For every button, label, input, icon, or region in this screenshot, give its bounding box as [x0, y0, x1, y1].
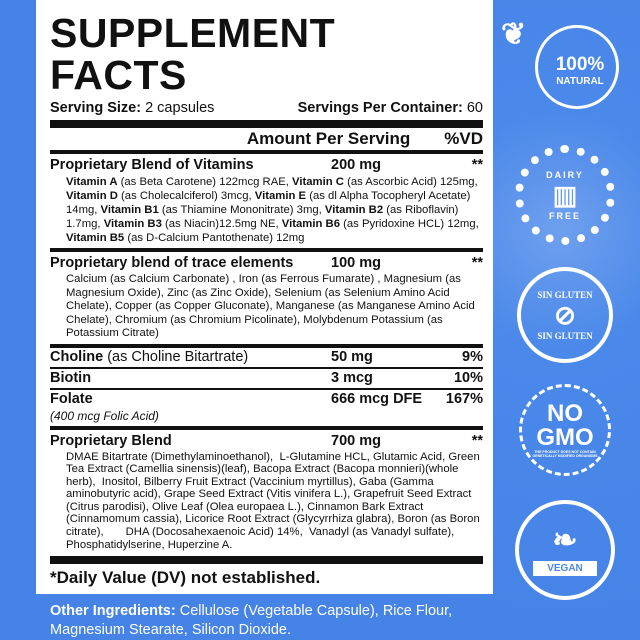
supplement-facts-panel: SUPPLEMENT FACTS Serving Size: 2 capsule…: [36, 0, 493, 595]
amount: 3 mcg: [331, 369, 373, 386]
divider: [50, 387, 483, 390]
dv: **: [471, 157, 483, 173]
dv: **: [471, 432, 483, 449]
vitamin-name: Vitamin A: [66, 176, 118, 188]
name: Biotin: [50, 369, 92, 386]
vitamin-detail: (as Thiamine Mononitrate) 3mg,: [158, 204, 325, 216]
vitamin-detail: (as Pyridoxine HCL) 12mg,: [339, 218, 479, 230]
label-column: SUPPLEMENT FACTS Serving Size: 2 capsule…: [36, 0, 493, 640]
dairy-free-badge: DAIRY ▥ FREE: [515, 145, 615, 245]
amount: 100 mg: [331, 255, 381, 271]
daily-value-note: *Daily Value (DV) not established.: [50, 568, 321, 588]
name: Choline: [50, 348, 104, 365]
vitamin-name: Vitamin B2: [324, 204, 384, 216]
divider: [50, 343, 483, 348]
serving-size: 2 capsules: [145, 100, 215, 116]
divider: [50, 425, 483, 430]
detail: (as Choline Bitartrate): [103, 348, 249, 365]
vitamin-name: Vitamin B5: [66, 232, 125, 244]
divider: [50, 248, 483, 252]
vitamin-detail: (as D-Calcium Pantothenate) 12mg: [124, 232, 305, 244]
choline-row: Choline (as Choline Bitartrate) 50 mg 9%: [50, 348, 483, 367]
name: Folate: [50, 390, 93, 407]
gluten-free-badge: SIN GLUTEN ⊘ SIN GLUTEN: [515, 265, 615, 365]
other-label: Other Ingredients:: [50, 603, 176, 620]
vegan-badge: ❧ VEGAN: [515, 500, 615, 600]
dv-label: %VD: [444, 129, 483, 148]
divider: [50, 366, 483, 369]
vitamin-detail: (as Beta Carotene) 122mcg RAE,: [117, 176, 293, 188]
vitamin-detail: (as Riboflavin) 1.7mg,: [66, 204, 459, 230]
vitamin-name: Vitamin C: [292, 176, 344, 188]
dv: 10%: [453, 369, 483, 386]
amount: 200 mg: [331, 157, 381, 173]
amount-label: Amount Per Serving: [246, 129, 411, 148]
vitamin-detail: (as dl Alpha Tocopheryl Acetate) 14mg,: [66, 190, 471, 216]
blend-list: DMAE Bitartrate (Dimethylaminoethanol), …: [66, 450, 483, 551]
other-text: Cellulose (Vegetable Capsule), Rice Flou…: [50, 603, 453, 639]
amount: 700 mg: [331, 432, 381, 449]
vitamin-name: Vitamin D: [66, 190, 118, 202]
name: Proprietary blend of trace elements: [50, 255, 294, 271]
natural-badge: ❦ 100% NATURAL: [501, 20, 619, 120]
amount: 50 mg: [331, 348, 373, 365]
other-ingredients: Other Ingredients: Cellulose (Vegetable …: [50, 602, 470, 640]
vitamin-name: Vitamin B3: [103, 218, 162, 230]
dv: 167%: [445, 390, 483, 407]
vitamin-detail: (as Ascorbic Acid) 125mg,: [343, 176, 478, 188]
biotin-row: Biotin 3 mcg 10%: [50, 369, 483, 388]
title: SUPPLEMENT FACTS: [50, 10, 336, 98]
no-gmo-badge: NO GMO THE PRODUCT DOES NOT CONTAIN GENE…: [515, 380, 615, 480]
servings-label: Servings Per Container:: [297, 100, 463, 116]
trace-list: Calcium (as Calcium Carbonate) , Iron (a…: [66, 273, 475, 339]
serving-size-label: Serving Size:: [50, 100, 142, 116]
divider: [50, 150, 483, 154]
serving-info: Serving Size: 2 capsules Servings Per Co…: [50, 100, 483, 116]
vitamins-list: Vitamin A (as Beta Carotene) 122mcg RAE,…: [50, 175, 483, 248]
divider: [50, 120, 483, 128]
vitamins-row: Proprietary Blend of Vitamins 200 mg **: [50, 156, 483, 175]
amount: 666 mcg DFE: [331, 390, 423, 407]
vitamin-name: Vitamin B6: [281, 218, 340, 230]
vitamin-name: Vitamin E: [254, 190, 307, 202]
dv: 9%: [462, 348, 483, 365]
servings: 60: [466, 100, 483, 116]
name: Proprietary Blend: [50, 432, 172, 449]
dv: **: [471, 255, 483, 271]
divider: [50, 556, 483, 565]
folate-note: (400 mcg Folic Acid): [50, 408, 159, 423]
leaf-icon: ❦: [501, 18, 527, 51]
blend-row: Proprietary Blend 700 mg **: [50, 432, 483, 451]
amount-header: Amount Per Serving %VD: [50, 128, 483, 150]
vitamin-detail: (as Niacin)12.5mg NE,: [161, 218, 282, 230]
trace-row: Proprietary blend of trace elements 100 m…: [50, 254, 483, 273]
folate-row: Folate 666 mcg DFE 167%: [50, 390, 483, 409]
name: Proprietary Blend of Vitamins: [50, 157, 254, 173]
vitamin-name: Vitamin B1: [100, 204, 159, 216]
vitamin-detail: (as Cholecalciferol) 3mcg,: [117, 190, 255, 202]
